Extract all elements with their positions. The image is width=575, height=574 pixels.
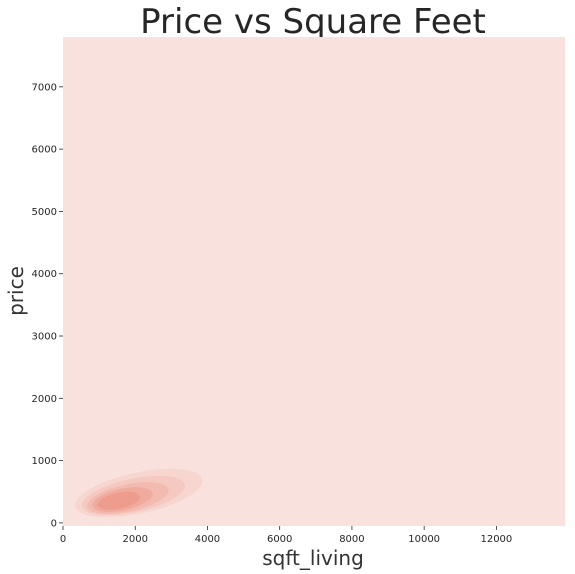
density-layer [75,468,203,518]
y-tick-label: 1000 [32,456,57,467]
x-tick-label: 4000 [195,534,220,545]
y-tick-label: 6000 [32,145,57,156]
x-axis-label: sqft_living [262,546,364,570]
density-level-1 [82,475,185,516]
y-tick-label: 5000 [32,207,57,218]
x-tick-label: 12000 [480,534,512,545]
y-axis: 0 1000 2000 3000 4000 5000 6000 7000 [32,82,63,529]
y-tick-label: 4000 [32,269,57,280]
y-tick-label: 3000 [32,332,57,343]
y-tick-label: 7000 [32,82,57,93]
y-axis-label: price [4,266,28,316]
x-tick-label: 10000 [408,534,440,545]
x-tick-label: 0 [60,534,66,545]
x-tick-label: 2000 [123,534,148,545]
chart-title: Price vs Square Feet [140,2,486,42]
x-tick-label: 8000 [339,534,364,545]
density-level-0 [75,468,203,518]
x-tick-label: 6000 [267,534,292,545]
density-level-4 [97,491,141,510]
y-tick-label: 0 [51,518,57,529]
x-axis: 0 2000 4000 6000 8000 10000 12000 [60,526,512,545]
density-level-2 [87,482,169,514]
density-level-3 [92,487,153,512]
plot-area [63,37,565,526]
y-tick-label: 2000 [32,394,57,405]
